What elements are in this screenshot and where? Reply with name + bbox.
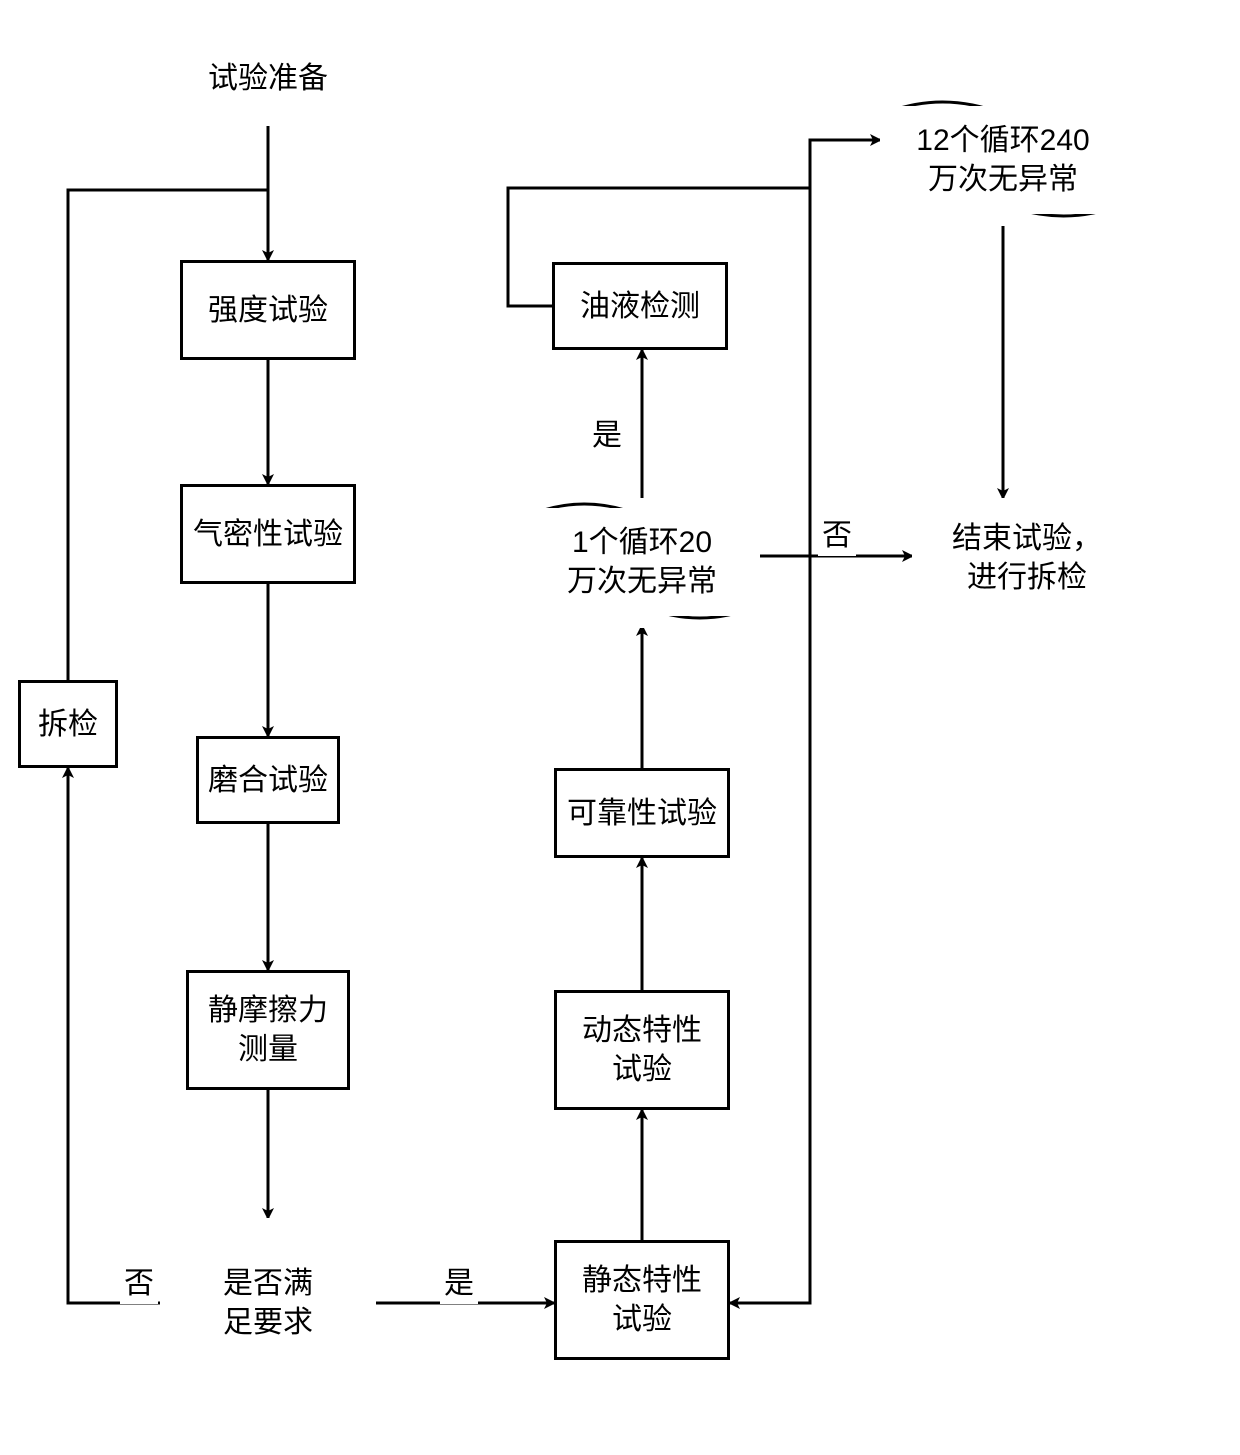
edge-label-yes2: 是 — [588, 408, 626, 456]
edge-label-no2: 否 — [818, 508, 856, 556]
node-reliab: 可靠性试验 — [554, 768, 730, 858]
node-runin: 磨合试验 — [196, 736, 340, 824]
node-disasm-label: 拆检 — [38, 705, 98, 744]
node-end-label: 结束试验， 进行拆检 — [952, 519, 1102, 597]
edge-label-no1-text: 否 — [124, 1267, 154, 1300]
node-dynamic: 动态特性 试验 — [554, 990, 730, 1110]
node-prep-label: 试验准备 — [208, 59, 328, 98]
node-end: 结束试验， 进行拆检 — [912, 498, 1142, 618]
node-disasm: 拆检 — [18, 680, 118, 768]
node-runin-label: 磨合试验 — [208, 761, 328, 800]
node-friction-label: 静摩擦力 测量 — [208, 991, 328, 1069]
node-strength: 强度试验 — [180, 260, 356, 360]
node-decision: 是否满 足要求 — [160, 1218, 376, 1388]
node-loop1-label: 1个循环20 万次无异常 — [567, 523, 717, 601]
node-reliab-label: 可靠性试验 — [567, 794, 717, 833]
node-static: 静态特性 试验 — [554, 1240, 730, 1360]
node-prep: 试验准备 — [162, 30, 374, 126]
node-loop12-label: 12个循环240 万次无异常 — [916, 121, 1089, 199]
flowchart-canvas: 试验准备 强度试验 气密性试验 拆检 磨合试验 静摩擦力 测量 是否满 足要求 … — [0, 0, 1240, 1455]
edge-label-yes1-text: 是 — [444, 1267, 474, 1300]
node-decision-label: 是否满 足要求 — [223, 1264, 313, 1342]
edge-label-yes2-text: 是 — [592, 419, 622, 452]
edge-label-no1: 否 — [120, 1256, 158, 1304]
edge-label-yes1: 是 — [440, 1256, 478, 1304]
node-strength-label: 强度试验 — [208, 291, 328, 330]
node-loop12: 12个循环240 万次无异常 — [880, 106, 1126, 214]
node-friction: 静摩擦力 测量 — [186, 970, 350, 1090]
node-oil: 油液检测 — [552, 262, 728, 350]
node-loop1: 1个循环20 万次无异常 — [524, 508, 760, 616]
edge-label-no2-text: 否 — [822, 519, 852, 552]
node-static-label: 静态特性 试验 — [582, 1261, 702, 1339]
node-airtight-label: 气密性试验 — [193, 515, 343, 554]
node-airtight: 气密性试验 — [180, 484, 356, 584]
node-oil-label: 油液检测 — [580, 287, 700, 326]
node-dynamic-label: 动态特性 试验 — [582, 1011, 702, 1089]
